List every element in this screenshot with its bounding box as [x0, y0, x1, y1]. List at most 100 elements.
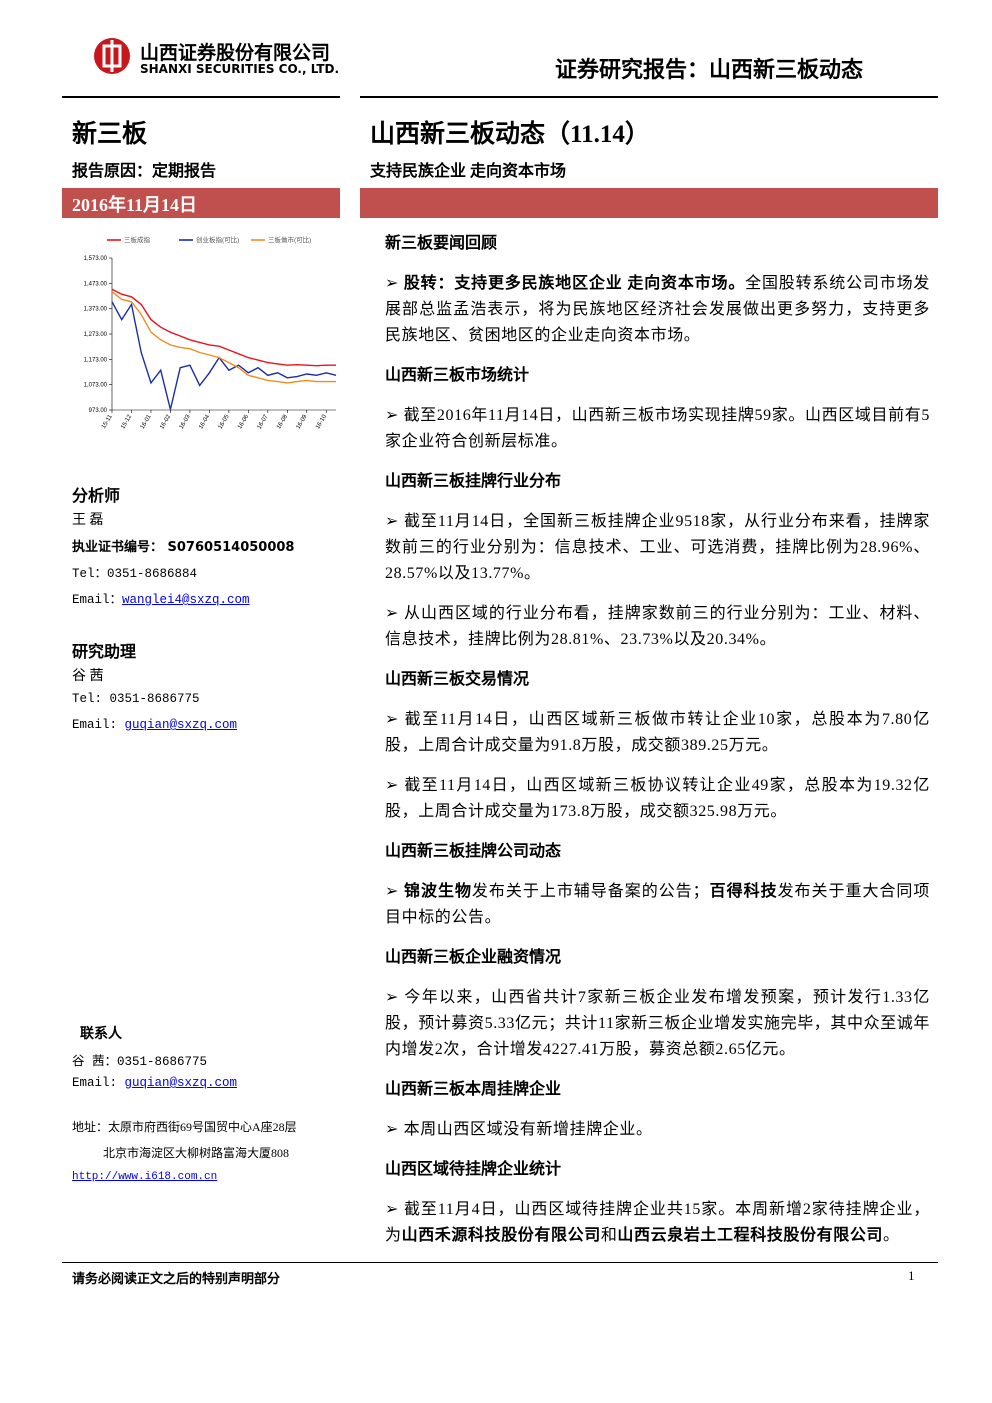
section-heading: 山西新三板挂牌公司动态 — [385, 843, 562, 860]
y-tick-label: 973.00 — [89, 408, 108, 414]
text-run: 。 — [883, 1227, 900, 1244]
x-tick-label: 16-06 — [237, 413, 250, 430]
text-run: 百得科技 — [709, 883, 778, 900]
rule — [360, 96, 938, 98]
text-run: 截至11月14日，山西区域新三板做市转让企业10家，总股本为7.80亿股，上周合… — [385, 711, 930, 754]
section-heading: 山西新三板市场统计 — [385, 367, 530, 384]
paragraph: 本周山西区域没有新增挂牌企业。 — [385, 1117, 930, 1143]
address: 地址：太原市府西街69号国贸中心A座28层 — [72, 1120, 297, 1134]
paragraph: 股转：支持更多民族地区企业 走向资本市场。全国股转系统公司市场发展部总监孟浩表示… — [385, 271, 930, 349]
cert: 执业证书编号： S0760514050008 — [72, 540, 295, 555]
y-tick-label: 1,573.00 — [84, 256, 108, 262]
rule — [62, 96, 340, 98]
paragraph: 截至11月14日，全国新三板挂牌企业9518家，从行业分布来看，挂牌家数前三的行… — [385, 509, 930, 587]
x-tick-label: 16-09 — [296, 413, 309, 430]
email-link[interactable]: guqian@sxzq.com — [124, 718, 238, 732]
email: Email：wanglei4@sxzq.com — [72, 588, 250, 607]
text-run: 和 — [600, 1227, 618, 1244]
text-run: 山西云泉岩土工程科技股份有限公司 — [617, 1227, 884, 1244]
legend-label: 创业板指(可比) — [196, 235, 239, 244]
paragraph: 截至11月14日，山西区域新三板做市转让企业10家，总股本为7.80亿股，上周合… — [385, 707, 930, 759]
legend-label: 三板做市(可比) — [268, 235, 311, 244]
text-run: 今年以来，山西省共计7家新三板企业发布增发预案，预计发行1.33亿股，预计募资5… — [385, 989, 931, 1058]
main-title: 山西新三板动态（11.14） — [370, 121, 650, 148]
logo — [94, 38, 130, 74]
company-cn: 山西证券股份有限公司 — [140, 42, 331, 64]
heading: 分析师 — [72, 488, 121, 505]
x-tick-label: 16-10 — [315, 413, 328, 430]
section-heading: 新三板要闻回顾 — [385, 235, 498, 252]
x-tick-label: 16-01 — [140, 413, 153, 430]
section-heading: 山西新三板交易情况 — [385, 671, 530, 688]
tel: 谷 茜：0351-8686775 — [72, 1055, 208, 1069]
series-line — [111, 301, 337, 410]
date: 2016年11月14日 — [72, 195, 198, 215]
date-bar — [62, 188, 340, 218]
x-tick-label: 16-07 — [257, 413, 270, 430]
text-run: 截至11月14日，山西区域新三板协议转让企业49家，总股本为19.32亿股，上周… — [385, 777, 930, 820]
x-tick-label: 16-05 — [218, 413, 231, 430]
email-label: Email: — [72, 718, 125, 732]
text-run: 截至11月4日，山西区域待挂牌企业共15家。本周新增2家待挂牌企业，为 — [385, 1201, 930, 1244]
tel: Tel：0351-8686884 — [72, 567, 198, 581]
series-line — [111, 291, 336, 384]
paragraph: 截至2016年11月14日，山西新三板市场实现挂牌59家。山西区域目前有5家企业… — [385, 403, 930, 455]
email-link[interactable]: wanglei4@sxzq.com — [122, 593, 250, 607]
y-tick-label: 1,273.00 — [84, 332, 108, 338]
subtitle: 支持民族企业 走向资本市场 — [370, 163, 567, 180]
chart: 973.00 1,073.00 1,173.00 1,273.00 1,373.00 1,… — [84, 235, 337, 430]
paragraph: 今年以来，山西省共计7家新三板企业发布增发预案，预计发行1.33亿股，预计募资5… — [385, 985, 930, 1063]
text-run: 股转：支持更多民族地区企业 走向资本市场。 — [403, 275, 746, 292]
text-run: 截至2016年11月14日，山西新三板市场实现挂牌59家。山西区域目前有5家企业… — [385, 407, 931, 450]
x-tick-label: 15-11 — [101, 413, 114, 429]
email-link[interactable]: guqian@sxzq.com — [124, 1076, 238, 1090]
paragraph: 锦波生物发布关于上市辅导备案的公告；百得科技发布关于重大合同项目中标的公告。 — [385, 879, 930, 931]
text-run: 全国股转系统公司市场发展部总监孟浩表示，将为民族地区经济社会发展做出更多努力，支… — [385, 275, 930, 344]
title-bar — [360, 188, 938, 218]
email: Email: guqian@sxzq.com — [72, 718, 237, 732]
rule — [62, 1262, 938, 1263]
tel: Tel: 0351-8686775 — [72, 692, 200, 706]
x-tick-label: 16-03 — [179, 413, 192, 430]
disclaimer: 请务必阅读正文之后的特别声明部分 — [72, 1272, 281, 1287]
x-tick-label: 15-12 — [120, 413, 133, 430]
y-tick-label: 1,073.00 — [84, 383, 108, 389]
section-heading: 山西区域待挂牌企业统计 — [385, 1161, 562, 1178]
text-run: 发布关于上市辅导备案的公告； — [471, 883, 710, 900]
page-number: 1 — [908, 1268, 915, 1283]
heading: 联系人 — [80, 1027, 122, 1042]
heading: 研究助理 — [72, 644, 137, 661]
text-run: 本周山西区域没有新增挂牌企业。 — [403, 1121, 653, 1138]
text-run: 山西禾源科技股份有限公司 — [401, 1227, 601, 1244]
text-run: 从山西区域的行业分布看，挂牌家数前三的行业分别为：工业、材料、信息技术，挂牌比例… — [385, 605, 931, 648]
section-heading: 山西新三板本周挂牌企业 — [385, 1081, 562, 1098]
reason: 报告原因：定期报告 — [72, 163, 217, 180]
email: Email: guqian@sxzq.com — [72, 1076, 237, 1090]
y-tick-label: 1,373.00 — [84, 307, 108, 313]
y-tick-label: 1,473.00 — [84, 281, 108, 287]
section-heading: 山西新三板挂牌行业分布 — [385, 473, 562, 490]
email-label: Email： — [72, 593, 123, 607]
y-tick-label: 1,173.00 — [84, 357, 108, 363]
paragraph: 截至11月4日，山西区域待挂牌企业共15家。本周新增2家待挂牌企业，为山西禾源科… — [385, 1197, 930, 1249]
x-tick-label: 16-02 — [159, 413, 172, 430]
url[interactable]: http://www.i618.com.cn — [72, 1171, 218, 1183]
x-tick-label: 16-04 — [198, 413, 211, 430]
paragraph: 从山西区域的行业分布看，挂牌家数前三的行业分别为：工业、材料、信息技术，挂牌比例… — [385, 601, 930, 653]
series-line — [111, 288, 336, 367]
address: 北京市海淀区大柳树路富海大厦808 — [103, 1146, 290, 1160]
text-run: 发布关于重大合同项目中标的公告。 — [385, 883, 931, 926]
email-label: Email: — [72, 1076, 125, 1090]
main-body: 新三板要闻回顾股转：支持更多民族地区企业 走向资本市场。全国股转系统公司市场发展… — [385, 231, 930, 1263]
company-en: SHANXI SECURITIES CO., LTD. — [140, 62, 340, 76]
report-type: 证券研究报告：山西新三板动态 — [555, 58, 864, 83]
name: 谷 茜 — [72, 669, 104, 684]
paragraph: 截至11月14日，山西区域新三板协议转让企业49家，总股本为19.32亿股，上周… — [385, 773, 930, 825]
category: 新三板 — [72, 121, 148, 148]
name: 王 磊 — [72, 513, 104, 528]
section-heading: 山西新三板企业融资情况 — [385, 949, 562, 966]
x-tick-label: 16-08 — [276, 413, 289, 430]
text-run: 截至11月14日，全国新三板挂牌企业9518家，从行业分布来看，挂牌家数前三的行… — [385, 513, 930, 582]
legend-label: 三板成指 — [124, 235, 151, 244]
